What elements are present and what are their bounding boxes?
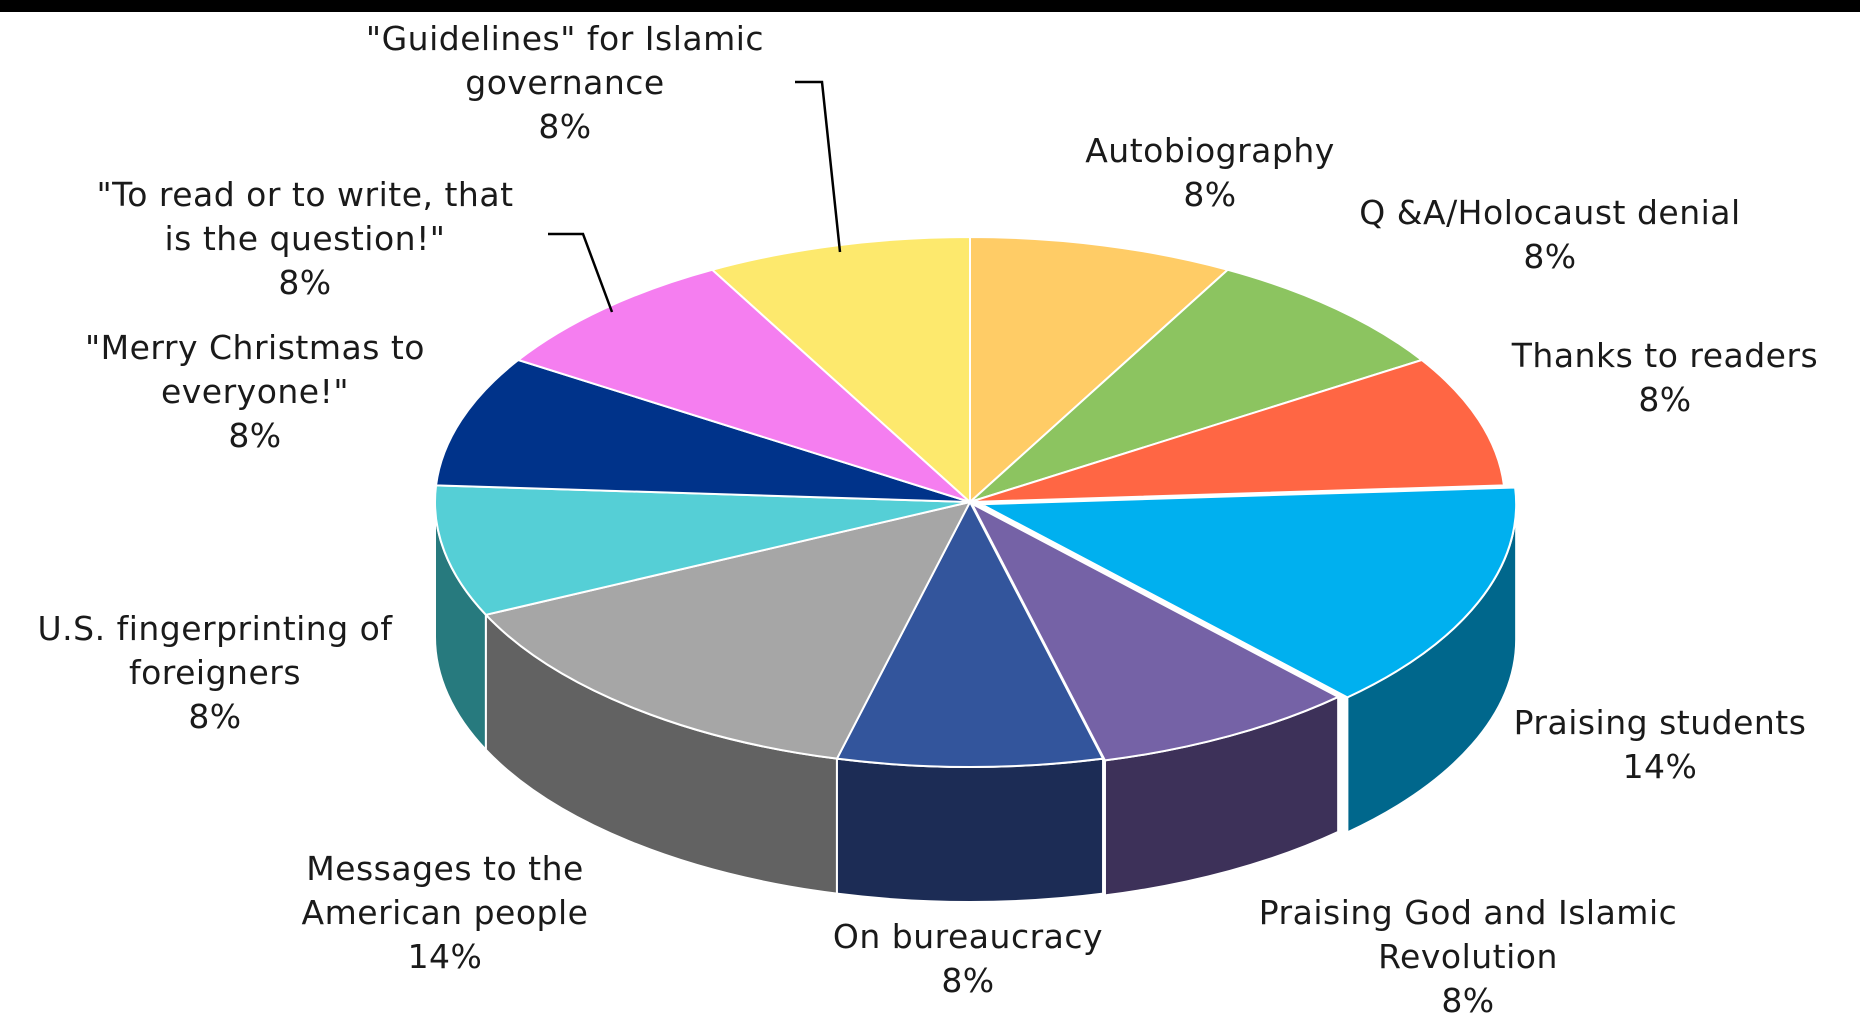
slice-name-line: is the question!" [165,219,446,258]
chart-area: Autobiography 8% Q &A/Holocaust denial 8% Th… [0,12,1860,1021]
slice-name-line: On bureaucracy [833,917,1103,956]
slice-name-line: Praising students [1514,703,1807,742]
slice-name-line: governance [465,63,664,102]
slice-name-line: Revolution [1378,937,1558,976]
slice-label-3: Thanks to readers 8% [1511,336,1819,419]
slice-name-line: Autobiography [1085,131,1335,170]
slice-name-line: "Merry Christmas to [85,328,425,367]
slice-value-label: 8% [1523,237,1576,276]
leader-line-10 [548,232,614,313]
slice-name-line: U.S. fingerprinting of [38,609,394,648]
slice-value-label: 8% [278,263,331,302]
slice-name-line: Thanks to readers [1511,336,1819,375]
pie-slice-5 [969,501,1341,762]
pie-slice-4 [977,486,1518,699]
slice-label-10: "To read or to write, that is the questio… [96,175,513,302]
slice-value-label: 8% [941,961,994,1000]
slice-name-line: "Guidelines" for Islamic [366,19,764,58]
pie-slice-9 [434,358,971,503]
slice-label-6: On bureaucracy 8% [833,917,1103,1000]
pie-slice-2 [969,268,1424,503]
slice-value-label: 8% [228,416,281,455]
slice-name-line: everyone!" [161,372,349,411]
slice-name-line: Messages to the [306,849,584,888]
slice-value-label: 8% [1638,380,1691,419]
slice-label-11: "Guidelines" for Islamic governance 8% [366,19,764,146]
slice-name-line: American people [302,893,589,932]
slice-value-label: 8% [1441,981,1494,1020]
pie-slice-side-6 [835,757,1105,904]
slice-label-1: Autobiography 8% [1085,131,1335,214]
pie-slice-11 [710,235,971,505]
slice-label-5: Praising God and Islamic Revolution 8% [1259,893,1678,1020]
pie-slice-6 [835,499,1105,769]
pie-slice-1 [969,235,1230,505]
slice-name-line: foreigners [129,653,301,692]
slice-name-line: "To read or to write, that [96,175,513,214]
pie-chart: Autobiography 8% Q &A/Holocaust denial 8%Th… [38,19,1819,1020]
slice-label-4: Praising students 14% [1514,703,1807,786]
pie-slice-7 [483,500,972,760]
slice-name-line: Q &A/Holocaust denial [1359,193,1740,232]
slice-value-label: 14% [408,937,483,976]
pie-top-layer [434,235,1518,769]
slice-value-label: 8% [538,107,591,146]
slice-value-label: 8% [1183,175,1236,214]
slice-labels: Autobiography 8% Q &A/Holocaust denial 8%Th… [38,19,1819,1020]
slice-label-8: U.S. fingerprinting of foreigners 8% [38,609,394,736]
slice-label-7: Messages to the American people 14% [302,849,589,976]
leader-line-11 [795,80,842,253]
slice-label-9: "Merry Christmas to everyone!" 8% [85,328,425,455]
pie-slice-8 [434,484,971,616]
slice-value-label: 8% [188,697,241,736]
slice-name-line: Praising God and Islamic [1259,893,1678,932]
pie-slice-3 [969,358,1506,503]
slice-value-label: 14% [1623,747,1698,786]
leader-lines [548,80,842,313]
slice-label-2: Q &A/Holocaust denial 8% [1359,193,1740,276]
pie-slice-10 [516,268,971,503]
